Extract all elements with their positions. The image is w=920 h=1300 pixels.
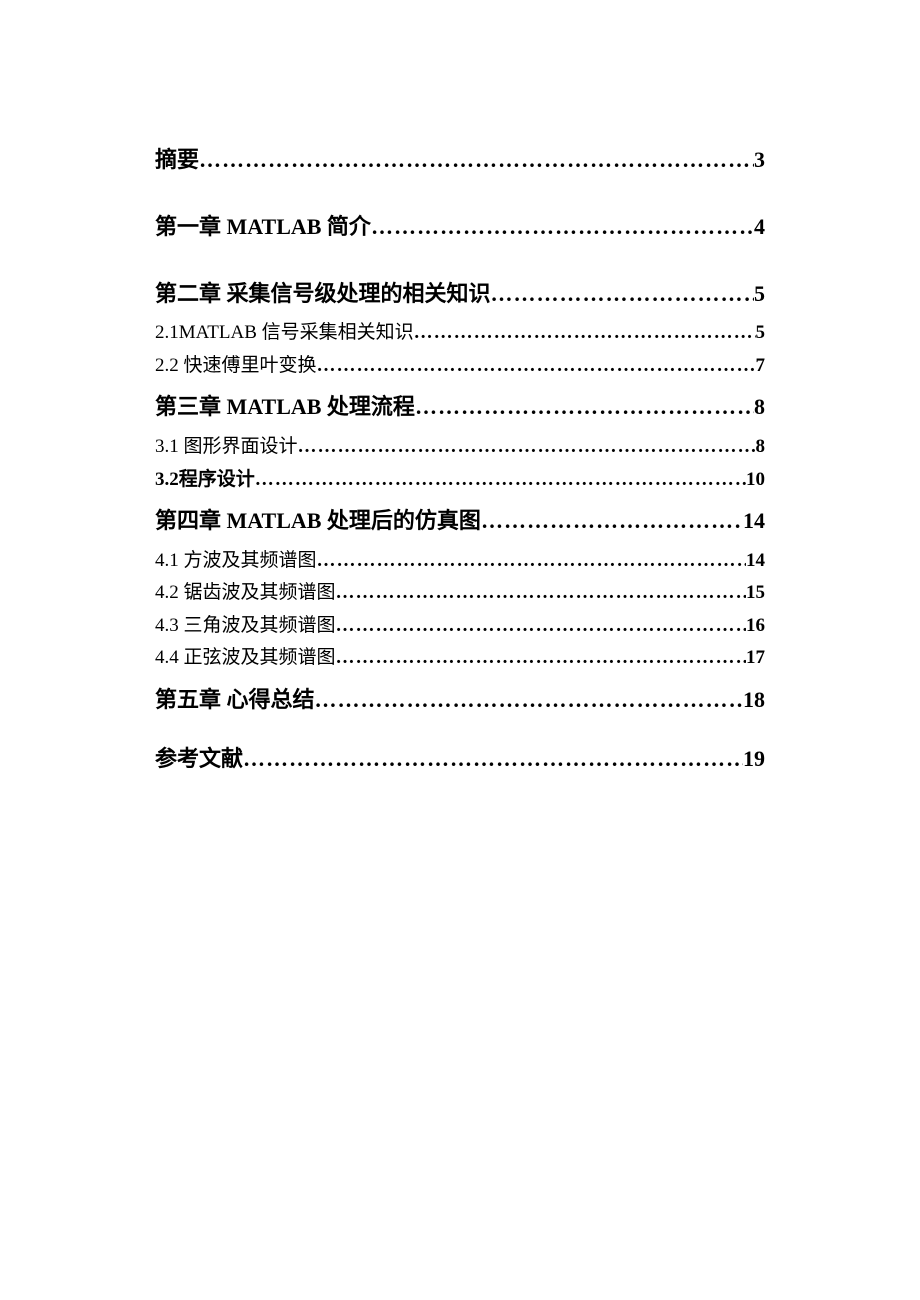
toc-entry-label: 4.2 锯齿波及其频谱图 [155,579,336,608]
toc-entry-page: 4 [754,212,765,243]
toc-entry: 3.2程序设计………………………………………………………………………………………… [155,466,765,495]
toc-entry-label: 2.1MATLAB 信号采集相关知识 [155,319,414,348]
toc-entry-label: 2.2 快速傅里叶变换 [155,352,317,381]
toc-entry-page: 18 [743,685,765,716]
toc-leader-dots: …………………………………………………………………………………………………………… [243,744,743,775]
toc-entry: 4.4 正弦波及其频谱图…………………………………………………………………………… [155,644,765,673]
toc-entry: 4.3 三角波及其频谱图…………………………………………………………………………… [155,612,765,641]
toc-entry-label: 第二章 采集信号级处理的相关知识 [155,279,491,310]
toc-entry: 第三章 MATLAB 处理流程…………………………………………………………………… [155,392,765,423]
table-of-contents: 摘要……………………………………………………………………………………………………… [155,145,765,775]
toc-leader-dots: …………………………………………………………………………………………………………… [315,685,743,716]
toc-leader-dots: …………………………………………………………………………………………………………… [336,579,746,608]
toc-entry-page: 15 [746,579,765,608]
toc-entry-page: 16 [746,612,765,641]
toc-entry: 第五章 心得总结……………………………………………………………………………………… [155,685,765,716]
toc-entry-label: 4.3 三角波及其频谱图 [155,612,336,641]
toc-entry-label: 第五章 心得总结 [155,685,315,716]
toc-entry-label: 第一章 MATLAB 简介 [155,212,371,243]
document-page: 摘要……………………………………………………………………………………………………… [0,0,920,775]
toc-entry: 4.2 锯齿波及其频谱图…………………………………………………………………………… [155,579,765,608]
toc-entry-label: 参考文献 [155,744,243,775]
toc-leader-dots: …………………………………………………………………………………………………………… [317,352,756,381]
toc-leader-dots: …………………………………………………………………………………………………………… [481,506,743,537]
toc-leader-dots: …………………………………………………………………………………………………………… [255,466,746,495]
toc-entry-label: 摘要 [155,145,199,176]
toc-entry: 第一章 MATLAB 简介………………………………………………………………………… [155,212,765,243]
toc-entry: 2.1MATLAB 信号采集相关知识…………………………………………………………… [155,319,765,348]
toc-entry: 4.1 方波及其频谱图……………………………………………………………………………… [155,547,765,576]
toc-entry: 3.1 图形界面设计………………………………………………………………………………… [155,433,765,462]
toc-entry-page: 14 [746,547,765,576]
toc-leader-dots: …………………………………………………………………………………………………………… [371,212,754,243]
toc-leader-dots: …………………………………………………………………………………………………………… [317,547,746,576]
toc-entry-label: 3.2程序设计 [155,466,255,495]
toc-leader-dots: …………………………………………………………………………………………………………… [415,392,754,423]
toc-entry-label: 第四章 MATLAB 处理后的仿真图 [155,506,481,537]
toc-leader-dots: …………………………………………………………………………………………………………… [336,612,746,641]
toc-entry-page: 10 [746,466,765,495]
toc-entry: 第二章 采集信号级处理的相关知识………………………………………………………………… [155,279,765,310]
toc-entry-page: 8 [754,392,765,423]
toc-entry: 参考文献………………………………………………………………………………………………… [155,744,765,775]
toc-entry: 第四章 MATLAB 处理后的仿真图…………………………………………………………… [155,506,765,537]
toc-leader-dots: …………………………………………………………………………………………………………… [336,644,746,673]
toc-entry-label: 4.4 正弦波及其频谱图 [155,644,336,673]
toc-entry-page: 5 [756,319,766,348]
toc-entry-page: 14 [743,506,765,537]
toc-entry: 2.2 快速傅里叶变换……………………………………………………………………………… [155,352,765,381]
toc-entry-page: 8 [756,433,766,462]
toc-leader-dots: …………………………………………………………………………………………………………… [414,319,756,348]
toc-entry-page: 7 [756,352,766,381]
toc-entry-page: 17 [746,644,765,673]
toc-leader-dots: …………………………………………………………………………………………………………… [491,279,754,310]
toc-leader-dots: …………………………………………………………………………………………………………… [298,433,756,462]
toc-entry-page: 3 [754,145,765,176]
toc-entry-label: 第三章 MATLAB 处理流程 [155,392,415,423]
toc-entry-label: 4.1 方波及其频谱图 [155,547,317,576]
toc-entry-page: 5 [754,279,765,310]
toc-leader-dots: …………………………………………………………………………………………………………… [199,145,754,176]
toc-entry-label: 3.1 图形界面设计 [155,433,298,462]
toc-entry: 摘要……………………………………………………………………………………………………… [155,145,765,176]
toc-entry-page: 19 [743,744,765,775]
